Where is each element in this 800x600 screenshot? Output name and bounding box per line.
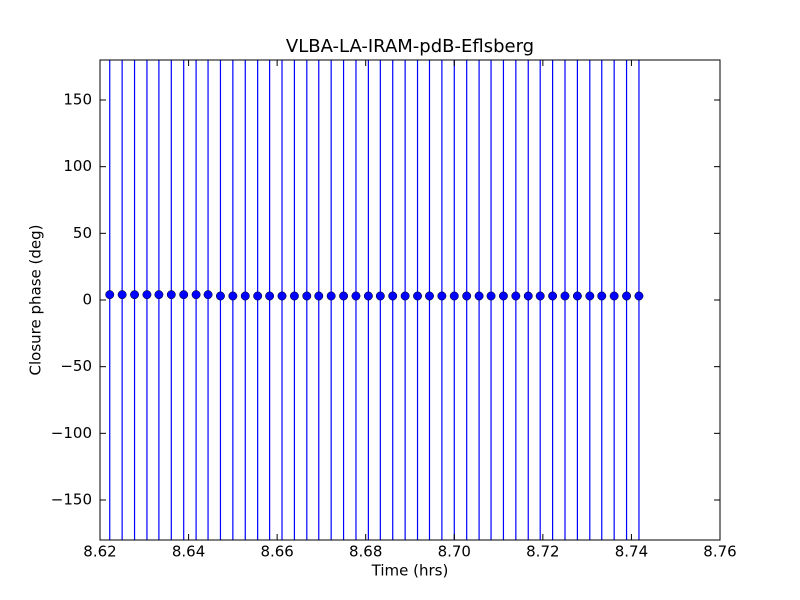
data-point [240, 291, 250, 301]
x-tick-label: 8.74 [615, 543, 648, 561]
data-point [117, 290, 127, 300]
data-point [326, 291, 336, 301]
x-tick-label: 8.66 [260, 543, 293, 561]
data-point [462, 291, 472, 301]
data-point [523, 291, 533, 301]
data-point [535, 291, 545, 301]
y-tick-label: 50 [73, 224, 92, 242]
data-point [425, 291, 434, 301]
data-point [498, 291, 508, 301]
x-tick-label: 8.62 [83, 543, 116, 561]
data-point [289, 291, 299, 301]
y-tick-label: 150 [63, 91, 92, 109]
y-tick-label: −150 [51, 491, 92, 509]
data-point [413, 291, 422, 301]
x-tick-label: 8.72 [526, 543, 559, 561]
y-tick-label: 100 [63, 157, 92, 175]
data-point [388, 291, 398, 301]
x-tick-label: 8.70 [438, 543, 471, 561]
data-point [585, 291, 595, 301]
data-point [609, 291, 619, 301]
data-point [400, 291, 410, 301]
data-point [216, 291, 225, 301]
data-point [597, 291, 607, 301]
data-point [130, 290, 139, 300]
data-point [572, 291, 582, 301]
data-point [474, 291, 484, 301]
data-point [203, 290, 213, 300]
data-point [142, 290, 152, 300]
data-point [351, 291, 361, 301]
y-tick-label: −100 [51, 424, 92, 442]
data-point [634, 291, 644, 301]
data-point [314, 291, 324, 301]
x-tick-label: 8.68 [349, 543, 382, 561]
y-axis-label: Closure phase (deg) [27, 225, 45, 376]
x-tick-label: 8.64 [172, 543, 205, 561]
data-point [166, 290, 176, 300]
data-point [191, 290, 201, 300]
data-point [548, 291, 558, 301]
data-point [154, 290, 164, 300]
data-point [228, 291, 238, 301]
data-point [302, 291, 312, 301]
data-point [449, 291, 459, 301]
data-point [363, 291, 373, 301]
data-point [375, 291, 385, 301]
y-tick-label: 0 [82, 291, 92, 309]
data-point [437, 291, 447, 301]
plot-area [105, 60, 644, 540]
x-axis-label: Time (hrs) [371, 562, 449, 580]
x-tick-label: 8.76 [703, 543, 736, 561]
data-point [105, 290, 115, 300]
chart-title: VLBA-LA-IRAM-pdB-Eflsberg [286, 36, 534, 57]
data-point [622, 291, 632, 301]
data-point [339, 291, 349, 301]
data-point [560, 291, 570, 301]
data-point [253, 291, 263, 301]
data-point [511, 291, 521, 301]
data-point [277, 291, 287, 301]
data-point [265, 291, 275, 301]
data-point [486, 291, 496, 301]
data-point [179, 290, 189, 300]
y-tick-label: −50 [60, 357, 92, 375]
